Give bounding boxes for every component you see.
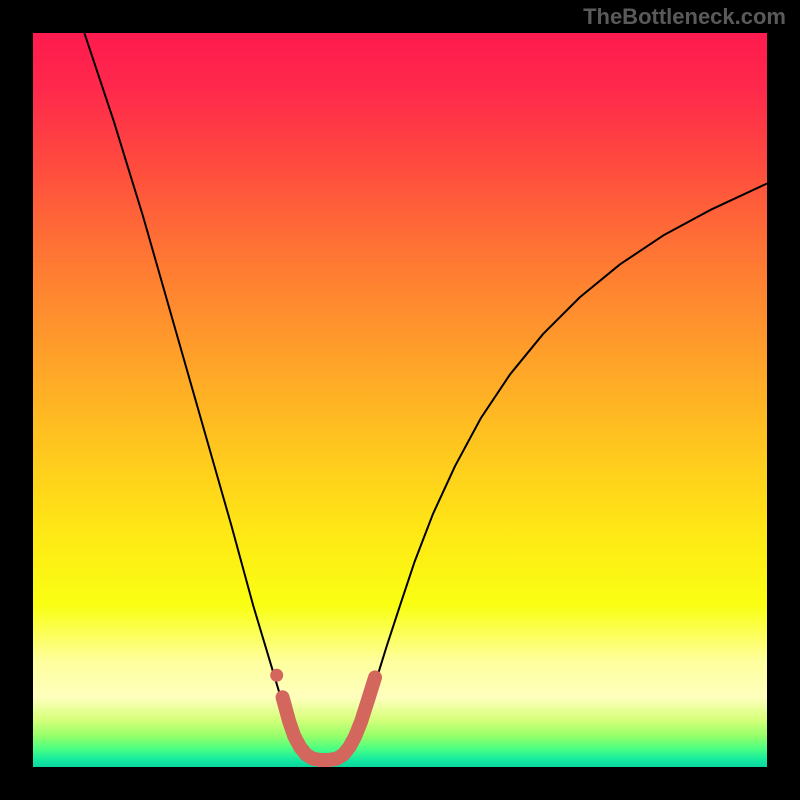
chart-plot-area — [33, 33, 767, 767]
watermark-text: TheBottleneck.com — [583, 4, 786, 30]
marker-dot — [270, 669, 283, 682]
chart-svg — [33, 33, 767, 767]
chart-background — [33, 33, 767, 767]
